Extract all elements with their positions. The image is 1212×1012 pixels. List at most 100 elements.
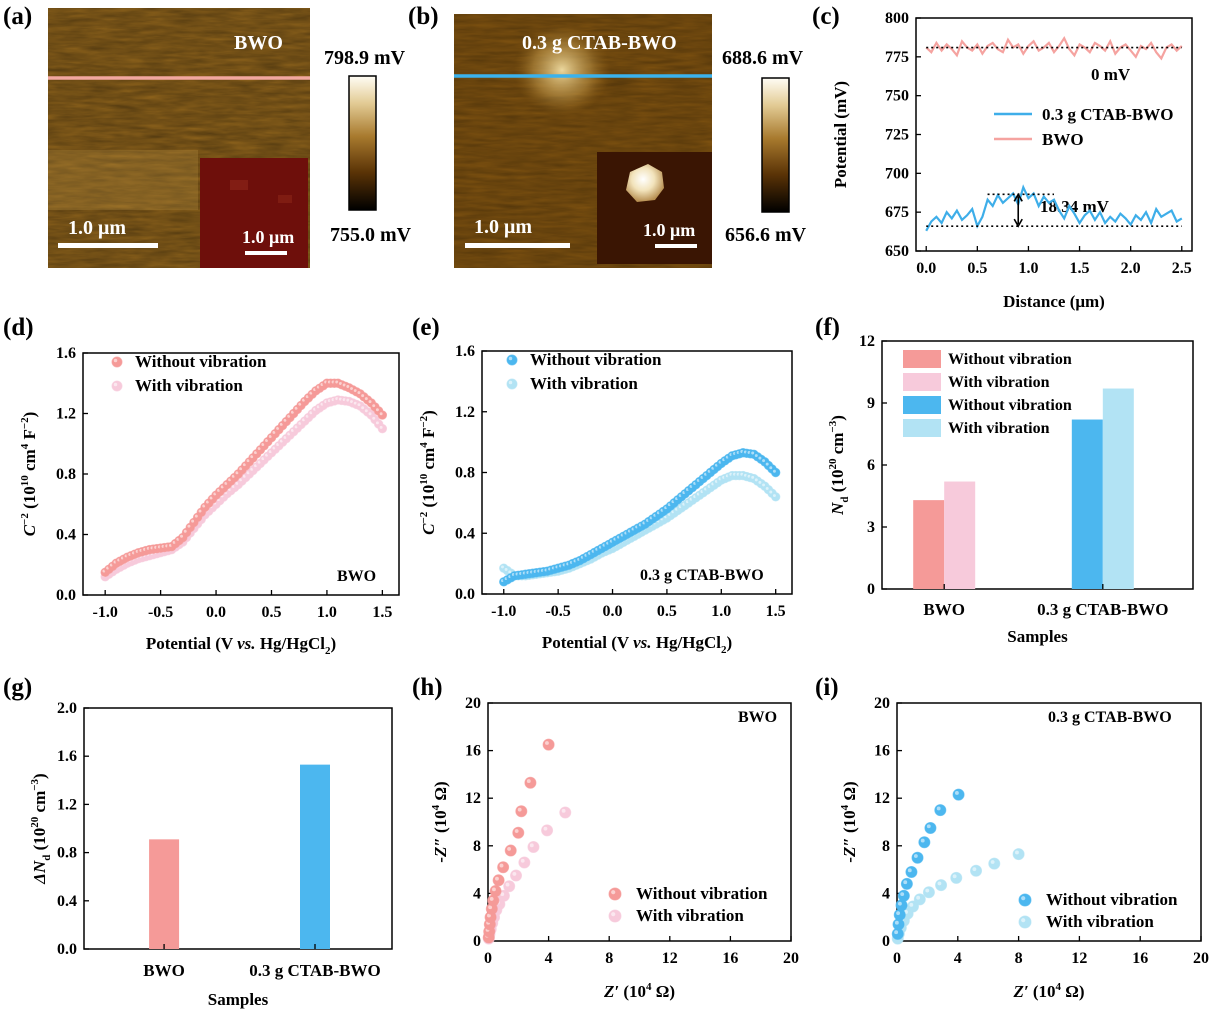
data-point-1-highlight [561,808,566,813]
data-point-0-highlight [758,456,762,460]
data-point-0-highlight [346,385,350,388]
y-tick-label: 675 [885,204,909,221]
colorbar-max-b: 688.6 mV [722,47,804,69]
legend-marker-0 [608,887,622,901]
chart-e: 0.3 g CTAB-BWO 0.0 0.4 0.8 1.2 1.6 -1.0 -0.5 0.… [418,343,793,656]
data-point-1-highlight [762,483,766,487]
panel-d-label: (d) [3,314,34,341]
data-point-0-highlight [913,854,918,858]
chart-f: 0 3 6 9 12 Samples Nd (1020 cm−3) BWO 0.3 g CTAB… [827,333,1194,646]
data-point-0 [905,865,918,878]
data-point-0-highlight [361,394,365,398]
data-point-0-highlight [900,892,905,897]
category-label: BWO [143,961,185,980]
y-tick-label: 0.4 [56,527,76,544]
x-tick-label: 0.0 [916,260,936,277]
chart-c: 0 mV 18.34 mV 0.3 g CTAB-BWO BWO 650 675 7… [831,10,1193,311]
data-point-0-highlight [488,905,493,910]
data-point-1-highlight [379,425,383,429]
bar-1 [300,764,330,949]
x-tick-label: 0.5 [967,260,987,277]
y-tick-label: 0 [867,581,875,598]
x-axis-label: Z′ (104 Ω) [603,981,675,1001]
data-point-0-highlight [353,389,357,393]
y-axis-label: -Z″ (104 Ω) [430,781,450,862]
data-point-1-highlight [916,895,921,900]
legend-marker-1-highlight [611,912,616,917]
data-point-0-highlight [545,741,549,745]
data-point-0 [897,889,910,902]
y-tick-label: 20 [465,695,481,712]
annot-18mv: 18.34 mV [1040,197,1110,216]
legend-label-0: Without vibration [135,352,267,371]
data-point-0-highlight [507,846,512,851]
y-tick-label: 0.4 [455,525,475,542]
bright-region [514,24,610,116]
x-tick-label: 2.0 [1121,260,1141,277]
data-point-0-highlight [372,404,376,408]
data-point-1 [988,857,1001,870]
inset-scalebar-b [655,244,697,248]
y-tick-label: 1.6 [56,345,76,362]
data-point-1 [527,840,540,853]
legend-label-0: Without vibration [530,350,662,369]
y-axis-label: Nd (1020 cm−3) [827,415,851,516]
chart-d: BWO 0.0 0.4 0.8 1.2 1.6 -1.0 -0.5 0.0 0.5 1.0 1.5 C… [19,345,400,657]
legend-swatch-1 [903,373,941,391]
chart-h-sample-label: BWO [738,709,777,726]
y-tick-label: 12 [465,790,481,807]
data-point-0 [515,805,528,818]
data-point-0-highlight [769,466,773,470]
y-tick-label: 20 [874,695,890,712]
scalebar-a [58,243,158,248]
y-tick-label: 0 [882,933,890,950]
y-tick-label: 725 [885,127,909,144]
data-point-1-highlight [364,409,368,413]
data-point-1-highlight [765,486,769,490]
panel-f-label: (f) [815,314,840,341]
legend-label-0: Without vibration [948,351,1072,368]
data-point-0 [918,836,931,849]
data-point-0-highlight [487,913,491,918]
data-point-0-highlight [350,387,354,391]
legend-marker-0-highlight [113,358,118,363]
chart-h: BWO 0 4 8 12 16 20 0 4 8 12 16 20 -Z″ (104 Ω) Z′ (104… [430,695,799,1001]
particle [626,164,664,202]
x-tick-label: 4 [954,950,962,967]
y-tick-label: 1.2 [57,796,77,813]
inset-scalebar-a [245,251,287,255]
y-tick-label: 8 [882,838,890,855]
data-point-1 [935,879,948,892]
data-point-1 [559,806,572,819]
data-point-0-highlight [765,462,769,466]
data-point-1 [913,893,926,906]
x-tick-label: 16 [722,950,738,967]
y-tick-label: 4 [473,885,481,902]
data-point-1-highlight [754,478,758,482]
y-tick-label: 700 [885,165,909,182]
data-point-1-highlight [952,874,957,879]
y-tick-label: 1.6 [455,343,475,360]
data-point-1-highlight [375,421,379,425]
inset-scalebar-label-b: 1.0 μm [643,220,695,240]
legend-label-2: Without vibration [948,397,1072,414]
panel-a: (a) BWO 1.0 μm 1.0 μm 798.9 mV 755.0 mV [3,3,412,268]
data-point-0 [900,877,913,890]
y-tick-label: 16 [465,743,481,760]
data-point-0-highlight [198,509,202,513]
data-point-1-highlight [505,882,510,887]
legend-marker-1 [111,380,123,392]
x-tick-label: 1.5 [766,603,786,620]
data-point-0-highlight [920,838,925,843]
y-tick-label: 12 [859,333,875,350]
data-point-0-highlight [357,391,361,395]
series-line-0 [925,35,1183,61]
legend-marker-1 [1018,915,1032,929]
x-tick-label: 1.5 [1070,260,1090,277]
x-tick-label: 8 [605,950,613,967]
x-tick-label: 20 [1193,950,1209,967]
legend-marker-1-highlight [1021,918,1026,923]
data-point-0-highlight [375,408,379,412]
colorbar-min-b: 656.6 mV [725,224,807,246]
